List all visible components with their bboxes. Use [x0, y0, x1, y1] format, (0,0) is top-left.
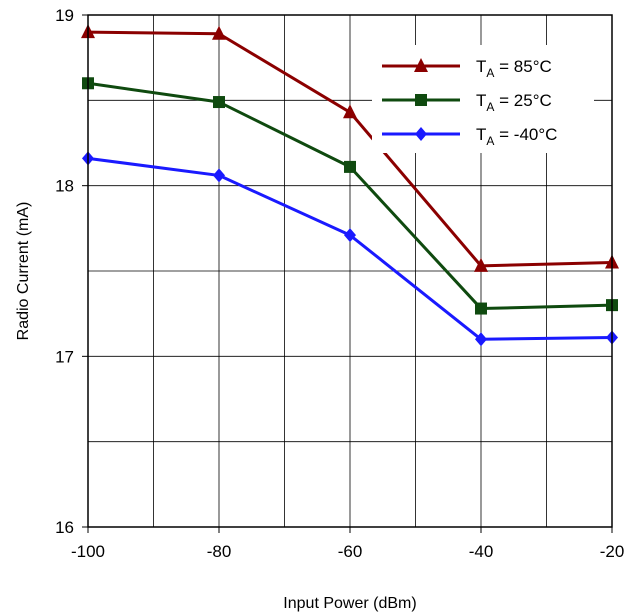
- x-tick-label: -60: [338, 542, 363, 561]
- legend-marker-diamond: [415, 127, 427, 141]
- data-point-diamond: [213, 168, 225, 183]
- x-axis-ticks: -100 -80 -60 -40 -20: [71, 527, 624, 561]
- y-tick-label: 16: [55, 518, 74, 537]
- x-tick-label: -20: [600, 542, 625, 561]
- y-axis-ticks: 16 17 18 19: [55, 6, 88, 537]
- data-point-square: [344, 160, 356, 173]
- legend: TA = 85°C TA = 25°C TA = -40°C: [372, 45, 594, 153]
- y-axis-label: Radio Current (mA): [15, 202, 32, 341]
- data-point-triangle: [212, 25, 226, 40]
- y-tick-label: 19: [55, 6, 74, 25]
- legend-entry: TA = 25°C: [476, 91, 552, 114]
- x-tick-label: -100: [71, 542, 105, 561]
- data-point-diamond: [344, 228, 356, 243]
- data-point-diamond: [475, 332, 487, 347]
- data-point-square: [475, 302, 487, 315]
- data-point-triangle: [343, 104, 357, 119]
- x-tick-label: -40: [469, 542, 494, 561]
- legend-entry: TA = -40°C: [476, 125, 557, 148]
- series-markers: [81, 24, 619, 347]
- legend-entry: TA = 85°C: [476, 57, 552, 80]
- data-point-square: [213, 96, 225, 109]
- grid-lines: [88, 15, 612, 527]
- y-tick-label: 18: [55, 177, 74, 196]
- legend-marker-triangle: [414, 58, 428, 72]
- data-point-triangle: [474, 257, 488, 272]
- x-tick-label: -80: [207, 542, 232, 561]
- x-axis-label: Input Power (dBm): [283, 595, 416, 612]
- y-tick-label: 17: [55, 347, 74, 366]
- legend-marker-square: [415, 94, 427, 106]
